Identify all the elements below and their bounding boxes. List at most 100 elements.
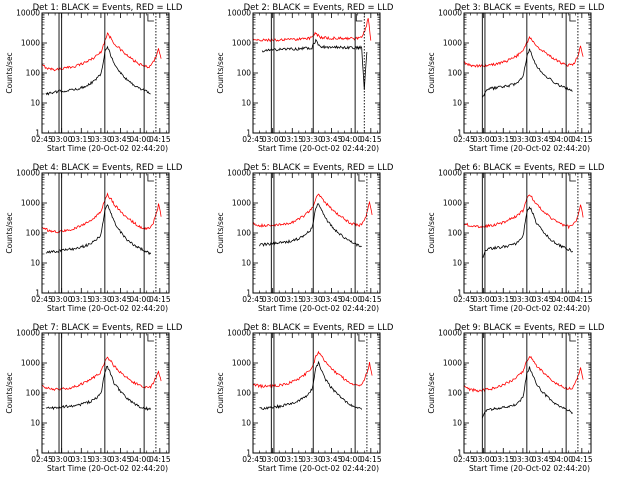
panel-title: Det 8: BLACK = Events, RED = LLD [244, 323, 394, 333]
x-tick-label: 03:00 [473, 295, 495, 304]
panel-det-8: Det 8: BLACK = Events, RED = LLD Counts/s… [216, 323, 394, 473]
x-tick-label: 04:15 [360, 135, 382, 144]
x-tick-label: 04:15 [149, 295, 171, 304]
y-tick-label: 10 [452, 259, 462, 268]
y-tick-label: 100 [237, 389, 252, 398]
x-tick-label: 03:45 [321, 135, 343, 144]
x-tick-label: 02:45 [31, 455, 53, 464]
x-tick-label: 03:30 [301, 295, 323, 304]
x-tick-label: 03:15 [492, 135, 514, 144]
x-tick-label: 02:45 [31, 295, 53, 304]
interval-bracket [569, 174, 576, 182]
x-tick-label: 04:00 [340, 135, 362, 144]
x-tick-label: 04:00 [129, 135, 151, 144]
x-axis-label: Start Time (20-Oct-02 02:44:20) [258, 144, 379, 153]
y-tick-label: 10 [30, 419, 40, 428]
x-tick-label: 04:00 [129, 295, 151, 304]
x-axis-label: Start Time (20-Oct-02 02:44:20) [469, 464, 590, 473]
panel-title: Det 1: BLACK = Events, RED = LLD [33, 3, 183, 13]
y-axis-label: Counts/sec [5, 212, 14, 253]
y-tick-label: 10000 [227, 9, 251, 18]
x-tick-label: 03:15 [492, 455, 514, 464]
x-tick-label: 03:30 [512, 295, 534, 304]
x-tick-label: 03:30 [301, 135, 323, 144]
y-axis-label: Counts/sec [5, 52, 14, 93]
y-tick-label: 1000 [443, 359, 462, 368]
panel-det-6: Det 6: BLACK = Events, RED = LLD Counts/s… [427, 163, 605, 313]
interval-bracket [147, 14, 154, 22]
y-tick-label: 1000 [443, 39, 462, 48]
y-tick-label: 10 [241, 259, 251, 268]
lld-series-line [41, 356, 162, 392]
lld-series-line [463, 355, 584, 393]
x-tick-label: 04:00 [340, 455, 362, 464]
interval-bracket [358, 174, 365, 182]
plot-frame [252, 332, 381, 454]
interval-bracket [147, 174, 154, 182]
y-tick-label: 1 [246, 129, 251, 138]
x-tick-label: 03:00 [262, 455, 284, 464]
y-axis-label: Counts/sec [427, 212, 436, 253]
events-series-line [259, 360, 363, 411]
y-tick-label: 10000 [227, 329, 251, 338]
plot-frame [463, 332, 592, 454]
y-tick-label: 1000 [21, 199, 40, 208]
y-tick-label: 10000 [438, 169, 462, 178]
x-tick-label: 03:30 [90, 135, 112, 144]
x-tick-label: 03:45 [110, 135, 132, 144]
events-series-line [45, 45, 151, 96]
plot-frame [252, 172, 381, 294]
x-tick-label: 03:30 [301, 455, 323, 464]
x-tick-label: 03:30 [512, 455, 534, 464]
x-tick-label: 02:45 [242, 135, 264, 144]
panel-det-7: Det 7: BLACK = Events, RED = LLD Counts/s… [5, 323, 183, 473]
y-tick-label: 1000 [443, 199, 462, 208]
y-tick-label: 10 [30, 259, 40, 268]
lld-series-line [41, 32, 162, 72]
lld-series-line [463, 35, 584, 68]
y-tick-label: 10000 [227, 169, 251, 178]
x-tick-label: 04:00 [129, 455, 151, 464]
y-tick-label: 100 [448, 69, 463, 78]
x-tick-label: 04:15 [571, 135, 593, 144]
x-tick-label: 03:15 [70, 135, 92, 144]
x-tick-label: 04:00 [551, 295, 573, 304]
panel-title: Det 4: BLACK = Events, RED = LLD [33, 163, 183, 173]
plot-frame [41, 12, 170, 134]
x-tick-label: 03:30 [90, 455, 112, 464]
x-tick-label: 03:00 [51, 135, 73, 144]
events-series-line [45, 365, 152, 411]
y-tick-label: 1 [35, 449, 40, 458]
x-tick-label: 03:00 [51, 455, 73, 464]
y-tick-label: 10 [452, 99, 462, 108]
y-tick-label: 1 [246, 449, 251, 458]
y-tick-label: 10 [452, 419, 462, 428]
y-axis-label: Counts/sec [5, 372, 14, 413]
plot-frame [252, 12, 381, 134]
y-tick-label: 1000 [232, 359, 251, 368]
events-series-line [259, 203, 362, 248]
y-tick-label: 10000 [438, 329, 462, 338]
plot-frame [463, 172, 592, 294]
panel-det-1: Det 1: BLACK = Events, RED = LLD Counts/s… [5, 3, 183, 153]
plot-frame [463, 12, 592, 134]
lld-series-line [252, 350, 373, 389]
y-tick-label: 100 [26, 69, 41, 78]
y-tick-label: 1 [457, 289, 462, 298]
panel-title: Det 7: BLACK = Events, RED = LLD [33, 323, 183, 333]
x-tick-label: 04:15 [149, 455, 171, 464]
x-tick-label: 03:00 [473, 455, 495, 464]
panel-title: Det 3: BLACK = Events, RED = LLD [455, 3, 605, 13]
x-tick-label: 02:45 [453, 455, 475, 464]
x-tick-label: 03:00 [262, 295, 284, 304]
y-tick-label: 100 [237, 229, 252, 238]
plot-frame [41, 172, 170, 294]
y-tick-label: 10000 [438, 9, 462, 18]
y-tick-label: 100 [26, 389, 41, 398]
x-tick-label: 04:15 [360, 455, 382, 464]
x-tick-label: 04:15 [149, 135, 171, 144]
y-tick-label: 1 [246, 289, 251, 298]
x-tick-label: 03:00 [262, 135, 284, 144]
y-axis-label: Counts/sec [216, 52, 225, 93]
